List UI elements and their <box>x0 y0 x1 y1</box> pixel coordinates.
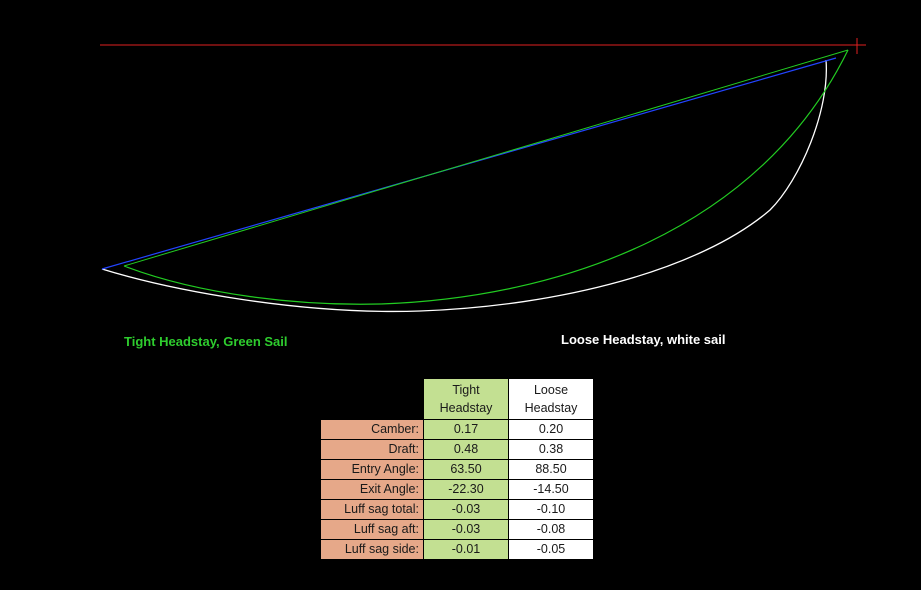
tight-header-line2: Headstay <box>439 401 493 415</box>
loose-headstay-caption: Loose Headstay, white sail <box>561 332 726 347</box>
tight-value: 0.17 <box>423 419 509 440</box>
table-row: Entry Angle: 63.50 88.50 <box>320 459 594 480</box>
tight-value: -0.03 <box>423 519 509 540</box>
table-corner-cell <box>320 378 424 420</box>
loose-value: 0.20 <box>508 419 594 440</box>
table-row: Exit Angle: -22.30 -14.50 <box>320 479 594 500</box>
table-row: Luff sag aft: -0.03 -0.08 <box>320 519 594 540</box>
loose-value: -0.05 <box>508 539 594 560</box>
row-label: Luff sag aft: <box>320 519 424 540</box>
loose-header-line2: Headstay <box>524 401 578 415</box>
tight-value: -0.03 <box>423 499 509 520</box>
loose-value: -0.08 <box>508 519 594 540</box>
row-label: Luff sag side: <box>320 539 424 560</box>
row-label: Camber: <box>320 419 424 440</box>
row-label: Exit Angle: <box>320 479 424 500</box>
loose-headstay-header: Loose Headstay <box>508 378 594 420</box>
table-row: Camber: 0.17 0.20 <box>320 419 594 440</box>
table-header-row: Tight Headstay Loose Headstay <box>320 378 594 420</box>
tight-headstay-line-green <box>123 49 849 267</box>
loose-value: 0.38 <box>508 439 594 460</box>
tight-value: 63.50 <box>423 459 509 480</box>
tight-headstay-header: Tight Headstay <box>423 378 509 420</box>
loose-value: 88.50 <box>508 459 594 480</box>
loose-value: -14.50 <box>508 479 594 500</box>
tight-header-line1: Tight <box>452 383 480 397</box>
sail-stats-table: Tight Headstay Loose Headstay Camber: 0.… <box>320 378 594 560</box>
table-row: Luff sag side: -0.01 -0.05 <box>320 539 594 560</box>
sail-section-diagram <box>100 38 866 313</box>
tight-value: -0.01 <box>423 539 509 560</box>
tight-sail-curve <box>123 49 849 305</box>
row-label: Entry Angle: <box>320 459 424 480</box>
tight-headstay-caption: Tight Headstay, Green Sail <box>124 334 288 349</box>
table-row: Luff sag total: -0.03 -0.10 <box>320 499 594 520</box>
row-label: Luff sag total: <box>320 499 424 520</box>
tight-value: 0.48 <box>423 439 509 460</box>
table-row: Draft: 0.48 0.38 <box>320 439 594 460</box>
loose-sail-curve <box>101 59 827 313</box>
loose-value: -0.10 <box>508 499 594 520</box>
loose-header-line1: Loose <box>533 383 569 397</box>
row-label: Draft: <box>320 439 424 460</box>
tight-value: -22.30 <box>423 479 509 500</box>
